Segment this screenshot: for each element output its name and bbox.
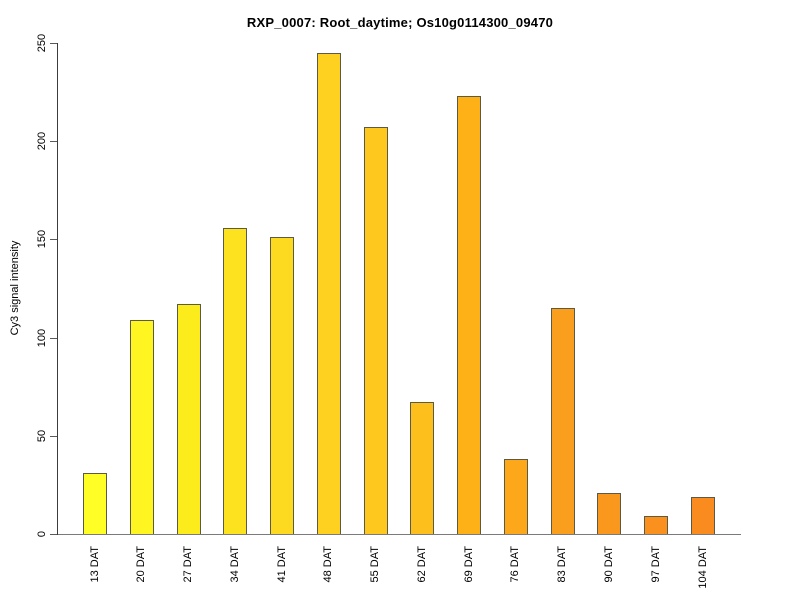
bar-62-dat [410,402,435,534]
x-tick-label: 90 DAT [602,546,615,583]
y-tick-mark [50,141,57,143]
x-tick-label: 83 DAT [556,546,569,583]
y-tick-mark [50,43,57,44]
y-tick-mark [50,435,57,437]
x-tick-label: 69 DAT [462,546,475,583]
y-tick-label: 0 [36,530,48,538]
bar-34-dat [223,227,248,534]
y-tick-mark [50,239,57,241]
bar-97-dat [644,516,669,534]
bar-104-dat [691,496,715,534]
bar-20-dat [129,319,154,534]
x-tick-label: 76 DAT [509,546,522,583]
y-axis [57,43,58,535]
x-tick-label: 48 DAT [322,546,335,583]
x-tick-label: 104 DAT [696,546,709,589]
bar-13-dat [83,473,107,534]
bar-69-dat [457,96,482,534]
bar-41-dat [270,237,295,534]
y-tick-label: 50 [36,429,48,442]
y-tick-mark [50,534,57,535]
bar-27-dat [176,304,201,534]
chart-title: RXP_0007: Root_daytime; Os10g0114300_094… [246,15,554,30]
x-axis [58,534,741,535]
y-axis-label: Cy3 signal intensity [9,240,21,336]
bar-90-dat [597,492,622,534]
x-tick-label: 55 DAT [369,546,382,583]
y-tick-mark [50,337,57,339]
bar-48-dat [316,52,341,534]
x-tick-label: 20 DAT [135,546,148,583]
y-tick-label: 150 [36,230,48,249]
y-tick-label: 200 [36,132,48,151]
y-tick-label: 100 [36,328,48,347]
y-tick-label: 250 [36,33,48,53]
x-tick-label: 13 DAT [88,546,101,583]
x-tick-label: 97 DAT [649,546,662,583]
x-tick-label: 41 DAT [275,546,288,583]
bar-55-dat [363,127,388,534]
x-tick-label: 34 DAT [228,546,241,583]
x-tick-label: 27 DAT [182,546,195,583]
x-tick-label: 62 DAT [415,546,428,583]
bar-76-dat [503,459,528,534]
bar-83-dat [550,308,575,534]
